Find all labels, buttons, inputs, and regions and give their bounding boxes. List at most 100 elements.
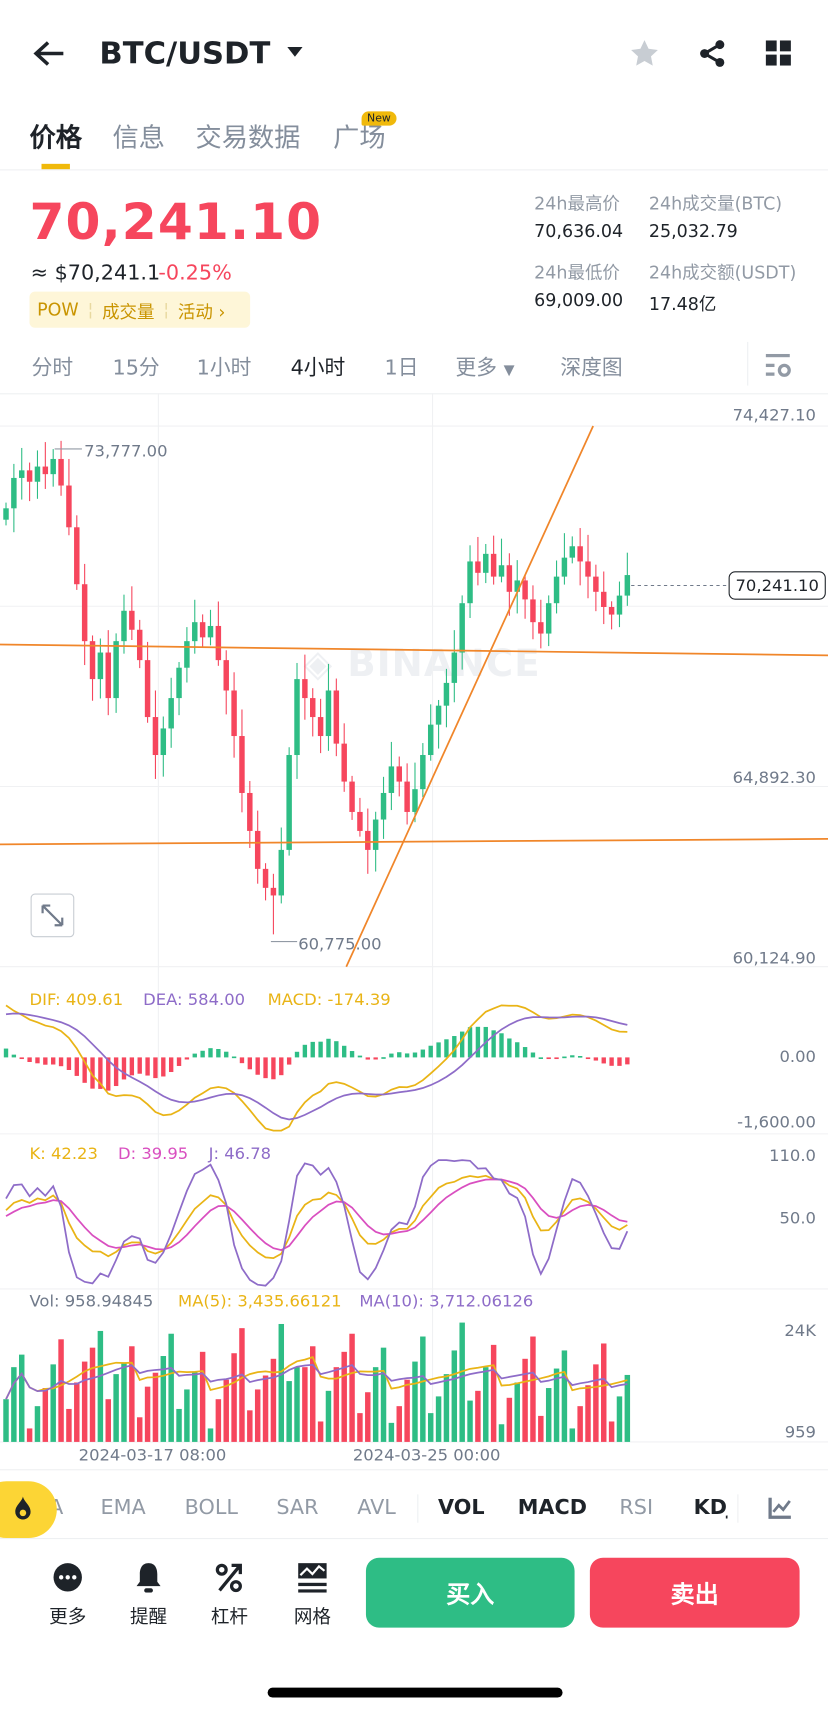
macd-bar — [397, 1052, 402, 1058]
macd-bar — [74, 1057, 79, 1076]
volume-bar — [302, 1367, 308, 1442]
more-icon — [53, 1563, 82, 1592]
volume-bar — [74, 1382, 80, 1442]
kdj-d: D: 39.95 — [117, 1143, 189, 1164]
volume-bar — [490, 1344, 497, 1442]
timeframe-4h[interactable]: 4小时 — [290, 356, 346, 381]
candle-body — [3, 508, 9, 520]
indicator-avl[interactable]: AVL — [357, 1495, 396, 1520]
macd-bar — [522, 1047, 528, 1058]
expand-button[interactable] — [30, 893, 75, 938]
macd-bar — [113, 1057, 119, 1087]
grid-icon[interactable] — [765, 40, 792, 66]
tag-volume[interactable]: 成交量 — [102, 300, 155, 322]
volume-bar — [121, 1362, 127, 1442]
indicator-boll[interactable]: BOLL — [184, 1495, 238, 1520]
macd-bar — [294, 1051, 300, 1058]
macd-bar — [231, 1056, 237, 1059]
macd-bar — [491, 1030, 496, 1058]
candle-body — [152, 717, 159, 756]
macd-bar — [192, 1053, 197, 1058]
buy-button[interactable]: 买入 — [365, 1557, 575, 1628]
timeframe-time[interactable]: 分时 — [31, 356, 74, 381]
volume-bar — [34, 1406, 41, 1442]
chart-settings-icon[interactable] — [765, 353, 792, 378]
candle-body — [113, 641, 119, 699]
candle-body — [498, 565, 505, 577]
tab-info[interactable]: 信息 — [112, 122, 165, 153]
macd-bar — [98, 1057, 103, 1089]
volume-bar — [176, 1408, 182, 1442]
indicator-sar[interactable]: SAR — [276, 1495, 319, 1520]
new-badge: New — [361, 111, 397, 126]
volume-bar — [239, 1328, 245, 1442]
timeframe-1h[interactable]: 1小时 — [196, 356, 252, 381]
tab-trading-data[interactable]: 交易数据 — [195, 122, 301, 153]
vol-ma10-line — [5, 1363, 628, 1400]
timeframe-15m[interactable]: 15分 — [112, 356, 160, 381]
volume-bar — [372, 1367, 379, 1442]
candle-body — [121, 610, 127, 642]
tab-price[interactable]: 价格 — [29, 122, 82, 153]
caret-down-icon[interactable] — [287, 46, 303, 58]
kdj-j: J: 46.78 — [208, 1143, 272, 1164]
macd-bar — [420, 1049, 426, 1058]
date-label: 2024-03-25 00:00 — [352, 1445, 501, 1465]
tag-activity[interactable]: 活动 › — [177, 300, 226, 322]
volume-bar — [58, 1339, 64, 1442]
volume-bar — [506, 1397, 513, 1442]
candle-body — [522, 580, 528, 600]
kdj-k: K: 42.23 — [29, 1143, 98, 1164]
volume-bar — [435, 1396, 442, 1442]
volume-bar — [160, 1356, 167, 1442]
volume-bar — [192, 1371, 198, 1442]
timeframe-1d[interactable]: 1日 — [384, 356, 419, 381]
vol-ma10: MA(10): 3,712.06126 — [359, 1291, 534, 1311]
home-indicator[interactable] — [267, 1687, 563, 1698]
sell-button[interactable]: 卖出 — [589, 1557, 800, 1628]
share-icon[interactable] — [697, 38, 728, 69]
divider — [417, 1494, 419, 1523]
candle-body — [81, 584, 88, 642]
indicator-rsi[interactable]: RSI — [619, 1495, 654, 1520]
tag-pow[interactable]: POW — [37, 299, 79, 321]
kline-chart[interactable] — [0, 0, 828, 1469]
macd-bar — [601, 1057, 606, 1064]
candle-body — [19, 470, 25, 478]
pair-title[interactable]: BTC/USDT — [99, 34, 271, 72]
timeframe-more[interactable]: 更多 ▼ — [456, 352, 515, 381]
candle-body — [624, 575, 631, 596]
macd-bar — [310, 1041, 315, 1058]
depth-chart-tab[interactable]: 深度图 — [560, 356, 623, 381]
candle-body — [325, 690, 332, 737]
macd-bar — [475, 1026, 481, 1058]
macd-bar — [184, 1057, 190, 1060]
volume-bar — [278, 1323, 285, 1442]
indicator-macd[interactable]: MACD — [517, 1495, 587, 1520]
candle-body — [467, 561, 473, 604]
fire-button[interactable] — [0, 1481, 57, 1539]
macd-bar — [459, 1031, 465, 1058]
more-label: 更多 — [455, 356, 498, 381]
candle-body — [420, 755, 426, 790]
indicator-ema[interactable]: EMA — [100, 1495, 146, 1520]
indicator-settings-icon[interactable] — [768, 1497, 792, 1520]
current-price-tag[interactable]: 70,241.10 — [728, 571, 826, 600]
volume-bar — [396, 1406, 402, 1442]
indicator-vol[interactable]: VOL — [438, 1495, 485, 1520]
candle-body — [192, 622, 198, 642]
tab-square[interactable]: 广场 — [333, 122, 386, 153]
volume-bar — [459, 1322, 465, 1442]
min-price-label: 60,775.00 — [298, 933, 382, 954]
candle-body — [372, 819, 379, 850]
indicator-kdj[interactable]: KDJ — [693, 1495, 728, 1520]
candle-body — [294, 679, 300, 756]
volume-bar — [19, 1354, 25, 1442]
volume-bar — [3, 1399, 9, 1442]
tag-bar[interactable]: POW ¦ 成交量 ¦ 活动 › — [29, 291, 251, 328]
star-icon[interactable] — [629, 38, 660, 69]
volume-bar — [144, 1386, 151, 1442]
candle-body — [231, 690, 237, 737]
macd-bar — [609, 1057, 614, 1066]
back-arrow-icon[interactable] — [33, 39, 66, 67]
